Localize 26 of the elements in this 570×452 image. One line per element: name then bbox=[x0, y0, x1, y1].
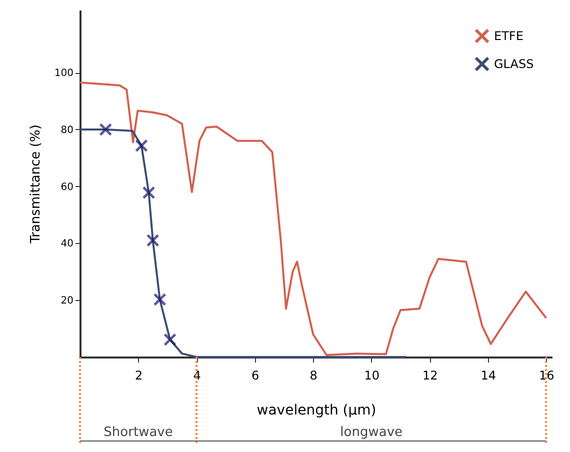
text: Shortwave bbox=[104, 425, 173, 440]
point bbox=[164, 333, 177, 346]
point bbox=[134, 139, 148, 152]
x-tick-label: 2 bbox=[134, 368, 143, 382]
y-tick-label: 80 bbox=[60, 124, 74, 136]
y-tick-label: 20 bbox=[60, 296, 74, 307]
y-tick-label: 100 bbox=[54, 68, 74, 80]
x-tick-label: 10 bbox=[364, 368, 380, 382]
x-tick-label: 14 bbox=[480, 368, 496, 382]
legend-label: GLASS bbox=[494, 57, 534, 71]
x-tick-label: 12 bbox=[422, 368, 438, 382]
point bbox=[99, 122, 112, 136]
line-series bbox=[79, 82, 548, 356]
y-tick-label: 40 bbox=[60, 238, 74, 250]
point bbox=[142, 186, 156, 200]
point bbox=[146, 234, 160, 247]
line-series bbox=[79, 128, 408, 358]
legend-label: ETFE bbox=[494, 29, 524, 43]
x-tick-label: 8 bbox=[310, 368, 318, 382]
x-tick-label: 16 bbox=[539, 368, 554, 382]
y-axis-title: Transmittance (%) bbox=[28, 124, 44, 244]
x-tick-label: 6 bbox=[251, 368, 260, 382]
point bbox=[153, 293, 166, 306]
x-axis-title: wavelength (µm) bbox=[256, 402, 376, 418]
y-tick-label: 60 bbox=[60, 182, 74, 193]
text: longwave bbox=[340, 425, 403, 440]
